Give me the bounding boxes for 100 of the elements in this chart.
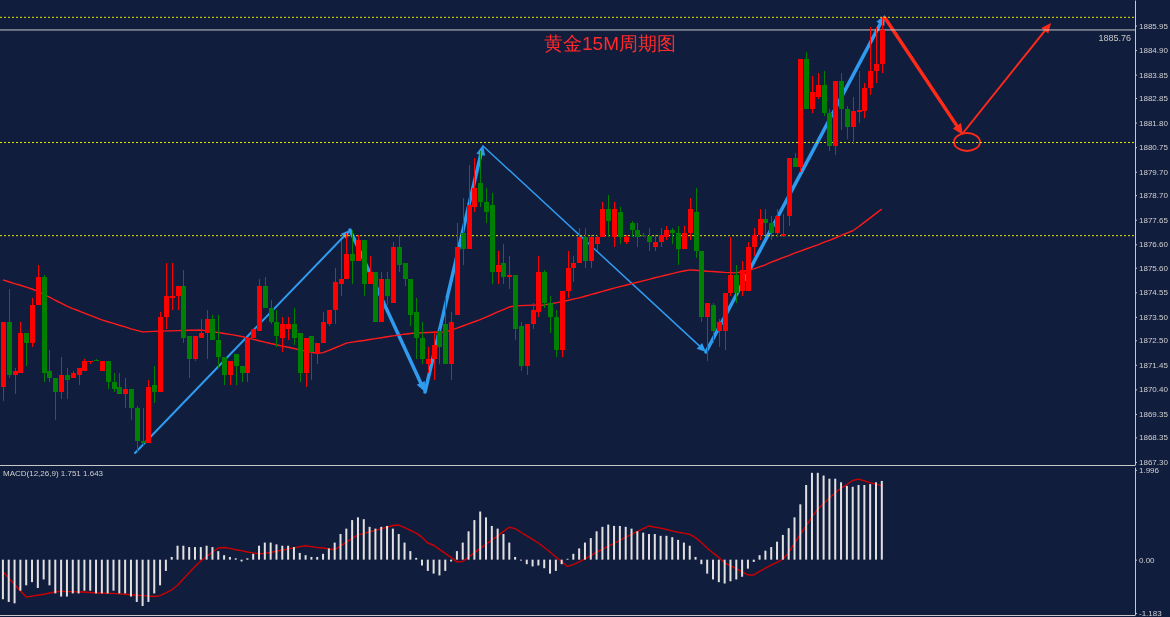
bar [502, 534, 505, 560]
candlestick [123, 377, 128, 409]
candlestick [152, 365, 157, 405]
bar [420, 559, 423, 566]
bar [409, 551, 412, 560]
y-tick-label: 1885.95 [1139, 21, 1169, 31]
y-tick-label: 1876.60 [1139, 240, 1169, 250]
bar [461, 542, 464, 560]
bar [543, 559, 546, 569]
candlestick [647, 227, 652, 252]
bar [496, 528, 499, 560]
y-tick-label: 1875.60 [1139, 263, 1169, 273]
bar [583, 542, 586, 560]
bar [7, 559, 10, 602]
bar [380, 526, 383, 560]
bar [752, 559, 755, 562]
bar [845, 485, 848, 560]
bar [490, 525, 493, 560]
bar [554, 559, 557, 571]
bar [642, 532, 645, 560]
bar [485, 517, 488, 560]
bar [572, 553, 575, 560]
candlestick [752, 227, 757, 257]
bar [776, 541, 779, 560]
bar [636, 531, 639, 560]
bar [397, 534, 400, 560]
bar [706, 559, 709, 574]
y-tick-label: 1883.85 [1139, 70, 1169, 80]
bar [816, 472, 819, 560]
bar [159, 559, 162, 586]
bar [217, 551, 220, 560]
bar [351, 520, 354, 560]
bar [13, 559, 16, 604]
bar [682, 542, 685, 560]
bar [71, 559, 74, 594]
bar [764, 550, 767, 560]
candlestick [769, 215, 774, 241]
bar [735, 559, 738, 580]
candlestick [571, 255, 576, 283]
candlestick [129, 388, 134, 421]
y-tick-label: 1873.50 [1139, 312, 1169, 322]
bar [188, 547, 191, 560]
candlestick [385, 271, 390, 306]
candlestick [24, 332, 29, 367]
bar [176, 545, 179, 560]
bar [135, 559, 138, 602]
bar [863, 484, 866, 560]
candlestick [350, 229, 355, 285]
bar [316, 556, 319, 560]
bar [840, 482, 843, 560]
candlestick [845, 105, 850, 140]
bar [141, 559, 144, 606]
line-series [2, 478, 883, 598]
bar [42, 559, 45, 580]
candlestick [59, 356, 64, 400]
bar [659, 535, 662, 560]
bar [1, 559, 4, 600]
bar [857, 484, 860, 560]
candlestick [548, 295, 553, 334]
candlestick [775, 208, 780, 238]
candlestick [734, 264, 739, 304]
bar [129, 559, 132, 597]
bar [124, 559, 127, 594]
bar [688, 545, 691, 560]
bar [368, 526, 371, 560]
bar [508, 542, 511, 560]
candlestick [606, 194, 611, 238]
bar [211, 547, 214, 560]
y-tick-label: 1871.45 [1139, 360, 1169, 370]
bar [100, 559, 103, 594]
bar [170, 556, 173, 560]
bar [252, 553, 255, 560]
bar [624, 526, 627, 560]
bar [77, 559, 80, 594]
bar [164, 559, 167, 571]
bar [199, 547, 202, 560]
y-tick-label: 1868.35 [1139, 433, 1169, 443]
candlestick [566, 250, 571, 299]
bar [25, 559, 28, 586]
candlestick [728, 236, 733, 297]
bar [153, 559, 156, 594]
bar [386, 525, 389, 560]
bar [869, 484, 872, 560]
bar [106, 559, 109, 594]
y-tick-label: 1881.80 [1139, 118, 1169, 128]
candlestick [496, 250, 501, 285]
bar [333, 542, 336, 560]
bar [473, 520, 476, 560]
bar [770, 547, 773, 560]
bar [607, 524, 610, 560]
y-tick-label: 1870.40 [1139, 385, 1169, 395]
bar [228, 556, 231, 560]
candlestick [426, 346, 431, 374]
bar [298, 552, 301, 560]
bar [322, 553, 325, 560]
bar [834, 478, 837, 560]
y-tick-label: 1869.35 [1139, 410, 1169, 420]
bar [717, 559, 720, 583]
y-tick-label: 1874.55 [1139, 288, 1169, 298]
bar [83, 559, 86, 591]
